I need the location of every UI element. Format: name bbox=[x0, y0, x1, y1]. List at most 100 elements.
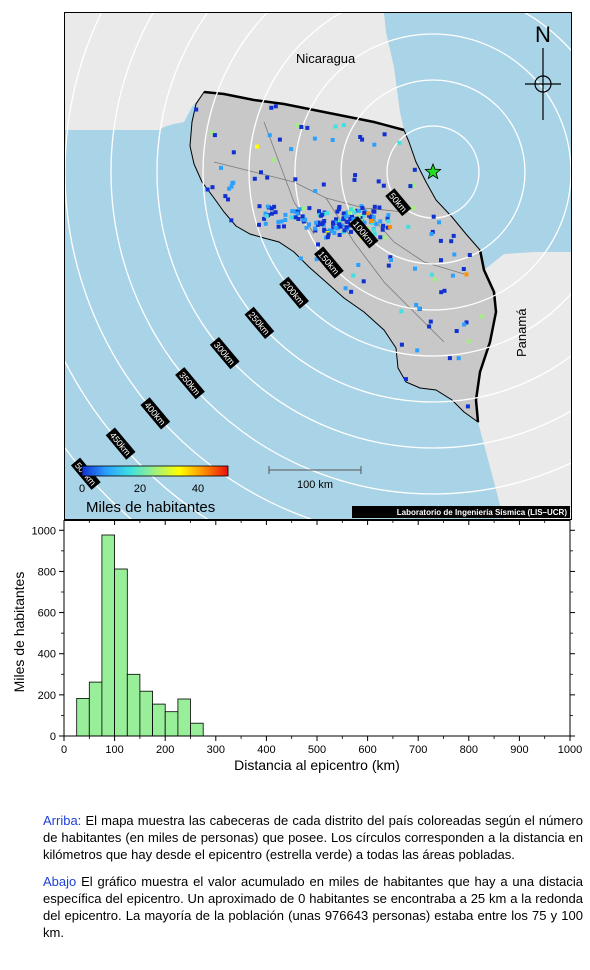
district-dot bbox=[316, 220, 321, 225]
caption-bottom-heading: Abajo bbox=[43, 874, 77, 889]
district-dot bbox=[372, 204, 377, 209]
district-dot bbox=[293, 215, 298, 220]
district-dot bbox=[296, 217, 301, 221]
district-dot bbox=[343, 286, 348, 291]
panama-label: Panamá bbox=[514, 308, 529, 357]
district-dot bbox=[335, 209, 340, 214]
district-dot bbox=[313, 226, 317, 231]
histogram-axes: 0 100 200 300 400 500 600 700 800 900 1000 0 200 400 6… bbox=[32, 520, 582, 756]
district-dot bbox=[357, 208, 362, 213]
district-dot bbox=[210, 185, 215, 190]
district-dot bbox=[456, 356, 461, 361]
district-dot bbox=[385, 216, 390, 221]
x-axis-label: Distancia al epicentro (km) bbox=[234, 757, 400, 773]
district-dot bbox=[283, 218, 288, 222]
district-dot bbox=[352, 210, 357, 215]
y-tick-label: 600 bbox=[38, 608, 56, 620]
district-dot bbox=[406, 224, 411, 229]
district-dot bbox=[333, 220, 338, 225]
histogram-bar bbox=[126, 673, 141, 737]
y-axis-label: Miles de habitantes bbox=[11, 572, 27, 693]
district-dot bbox=[362, 210, 367, 215]
district-dot bbox=[371, 215, 376, 220]
district-dot bbox=[269, 211, 274, 216]
district-dot bbox=[226, 197, 230, 202]
district-dot bbox=[259, 170, 263, 175]
district-dot bbox=[349, 229, 353, 234]
caption-top-heading: Arriba: bbox=[43, 813, 82, 828]
district-dot bbox=[337, 219, 342, 224]
distance-ring bbox=[156, 12, 572, 449]
district-dot bbox=[269, 206, 274, 211]
district-dot bbox=[385, 225, 390, 230]
district-dot bbox=[344, 214, 349, 219]
district-dot bbox=[322, 219, 327, 223]
y-tick-label: 800 bbox=[38, 566, 56, 578]
district-dot bbox=[389, 258, 393, 262]
district-dot bbox=[439, 290, 444, 295]
district-dot bbox=[462, 322, 467, 327]
district-dot bbox=[257, 204, 262, 209]
district-dot bbox=[366, 211, 371, 216]
district-dot bbox=[333, 225, 338, 230]
histogram-bar bbox=[139, 690, 153, 737]
district-dot bbox=[356, 214, 361, 219]
histogram-bar bbox=[76, 697, 90, 737]
district-dot bbox=[432, 277, 437, 282]
district-dot bbox=[464, 320, 469, 325]
district-dot bbox=[289, 147, 294, 152]
district-dot bbox=[312, 136, 317, 141]
credit-label: Laboratorio de Ingeniería Sísmica (LIS–U… bbox=[397, 508, 568, 517]
x-tick-label: 100 bbox=[105, 744, 123, 756]
district-dot bbox=[267, 133, 272, 138]
district-dot bbox=[299, 125, 304, 129]
district-dot bbox=[417, 306, 422, 311]
district-dot bbox=[362, 220, 367, 225]
district-dot bbox=[295, 211, 300, 216]
district-dot bbox=[378, 219, 383, 224]
panama-landmass bbox=[476, 252, 572, 520]
colorbar-tick: 0 bbox=[79, 483, 85, 495]
seismic-population-map: 50km 100km 150km 200km 250km 300km 350km 400km 4… bbox=[64, 12, 572, 520]
district-dot bbox=[341, 217, 346, 222]
scale-bar-label: 100 km bbox=[297, 479, 333, 491]
district-dot bbox=[270, 158, 275, 163]
district-dot bbox=[265, 204, 270, 209]
district-dot bbox=[319, 222, 324, 227]
caption-bottom: Abajo El gráfico muestra el valor acumul… bbox=[43, 873, 583, 941]
district-dot bbox=[293, 177, 298, 182]
district-dot bbox=[378, 235, 383, 240]
district-dot bbox=[480, 314, 485, 319]
district-dot bbox=[370, 221, 375, 226]
district-dot bbox=[231, 150, 236, 155]
colorbar-gradient bbox=[81, 465, 229, 477]
district-dot bbox=[352, 177, 357, 182]
district-dot bbox=[227, 186, 232, 191]
district-dot bbox=[279, 219, 284, 224]
district-dot bbox=[344, 225, 349, 230]
x-tick-label: 500 bbox=[308, 744, 326, 756]
district-dot bbox=[376, 179, 381, 184]
district-dot bbox=[430, 229, 435, 234]
district-dot bbox=[264, 214, 269, 219]
district-dot bbox=[351, 273, 356, 278]
district-dot bbox=[272, 204, 277, 209]
district-dot bbox=[399, 342, 404, 347]
district-dot bbox=[372, 142, 377, 147]
x-tick-label: 200 bbox=[156, 744, 174, 756]
district-dot bbox=[428, 319, 433, 324]
y-tick-label: 0 bbox=[50, 731, 56, 743]
district-dot bbox=[330, 138, 335, 142]
district-dot bbox=[291, 209, 296, 214]
district-dot bbox=[230, 181, 235, 185]
district-dot bbox=[350, 214, 354, 219]
district-dot bbox=[349, 289, 354, 294]
district-dot bbox=[413, 266, 417, 271]
district-dot bbox=[437, 220, 441, 225]
district-dot bbox=[356, 263, 361, 267]
district-dot bbox=[349, 207, 353, 212]
district-dot bbox=[348, 217, 353, 221]
district-dot bbox=[334, 217, 338, 222]
district-dot bbox=[273, 104, 278, 109]
y-tick-label: 400 bbox=[38, 649, 56, 661]
